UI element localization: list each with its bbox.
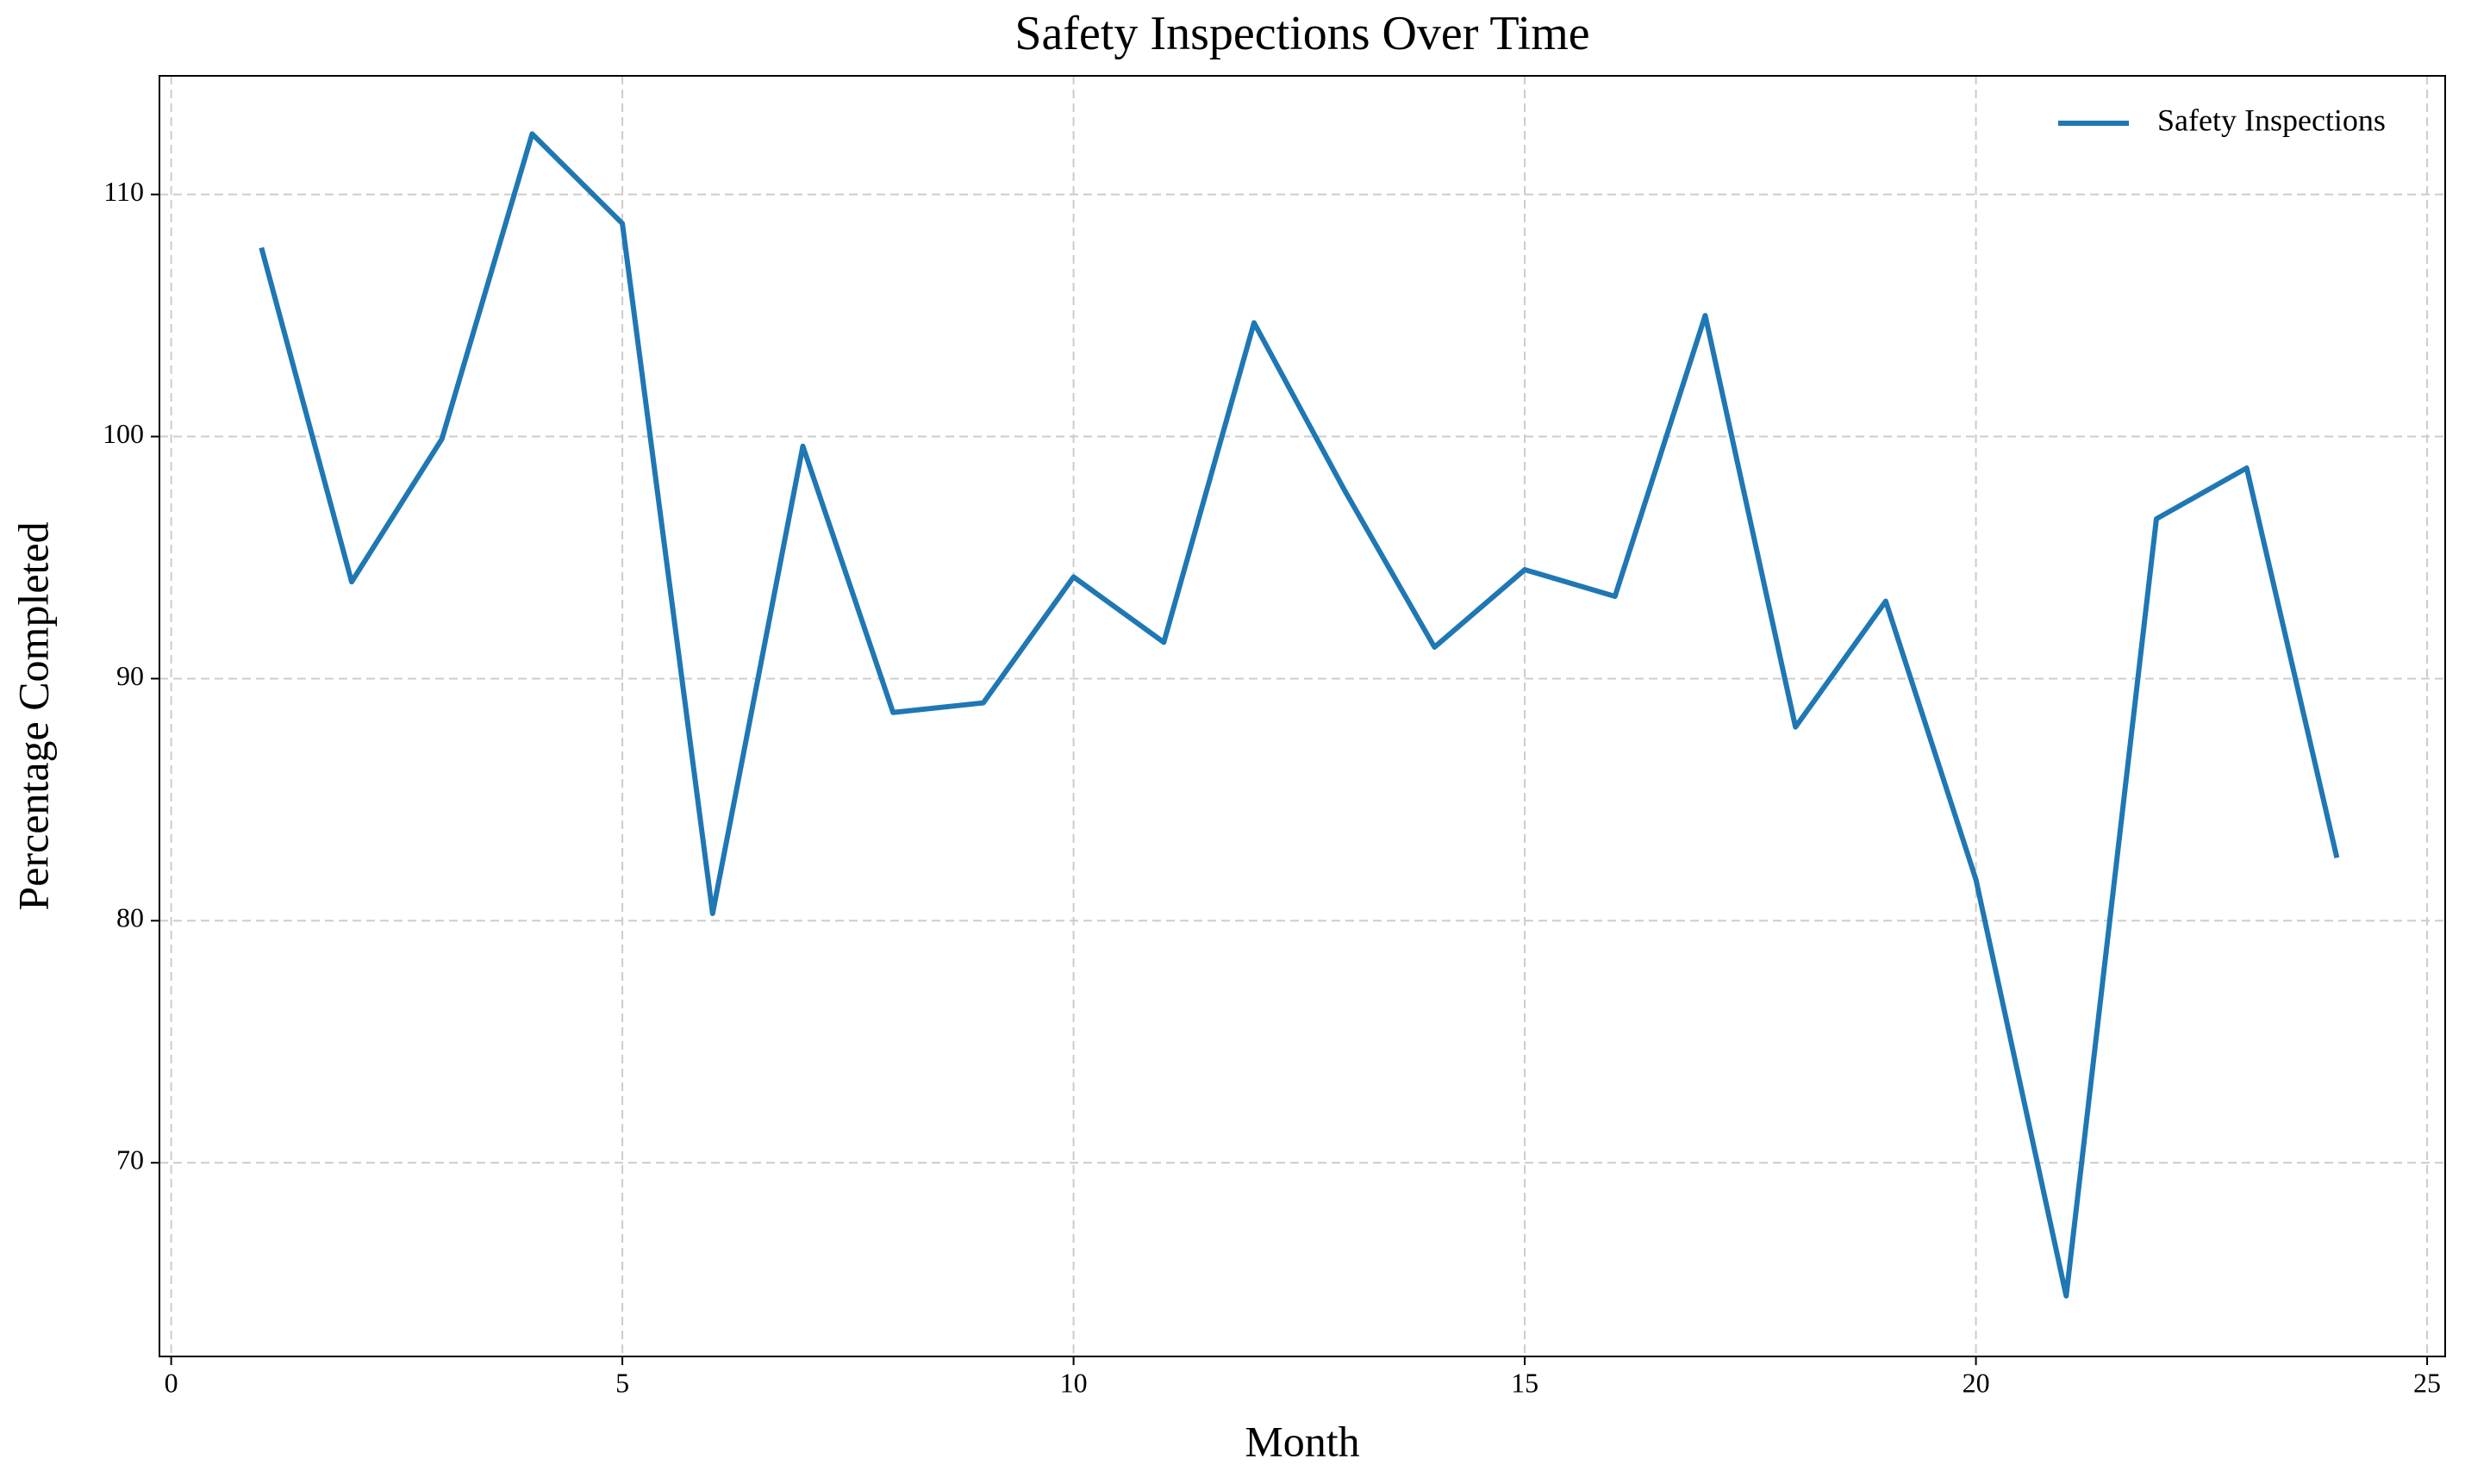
x-axis-label: Month [1245, 1417, 1359, 1465]
chart-title: Safety Inspections Over Time [1014, 7, 1589, 60]
x-tick-label: 5 [615, 1367, 629, 1398]
plot-frame [159, 75, 2446, 1357]
y-tick-label: 70 [116, 1144, 144, 1175]
data-line [259, 131, 2340, 1299]
y-tick-label: 80 [116, 902, 144, 933]
x-tick-label: 10 [1060, 1367, 1088, 1398]
x-tick-label: 0 [165, 1367, 178, 1398]
y-tick-label: 90 [116, 660, 144, 691]
x-tick-label: 20 [1963, 1367, 1990, 1398]
x-tick-label: 15 [1511, 1367, 1538, 1398]
y-tick-label: 100 [103, 418, 144, 449]
x-tick-label: 25 [2413, 1367, 2441, 1398]
legend-label: Safety Inspections [2157, 103, 2386, 137]
y-axis-label: Percentage Completed [9, 521, 57, 910]
y-tick-label: 110 [103, 176, 144, 207]
